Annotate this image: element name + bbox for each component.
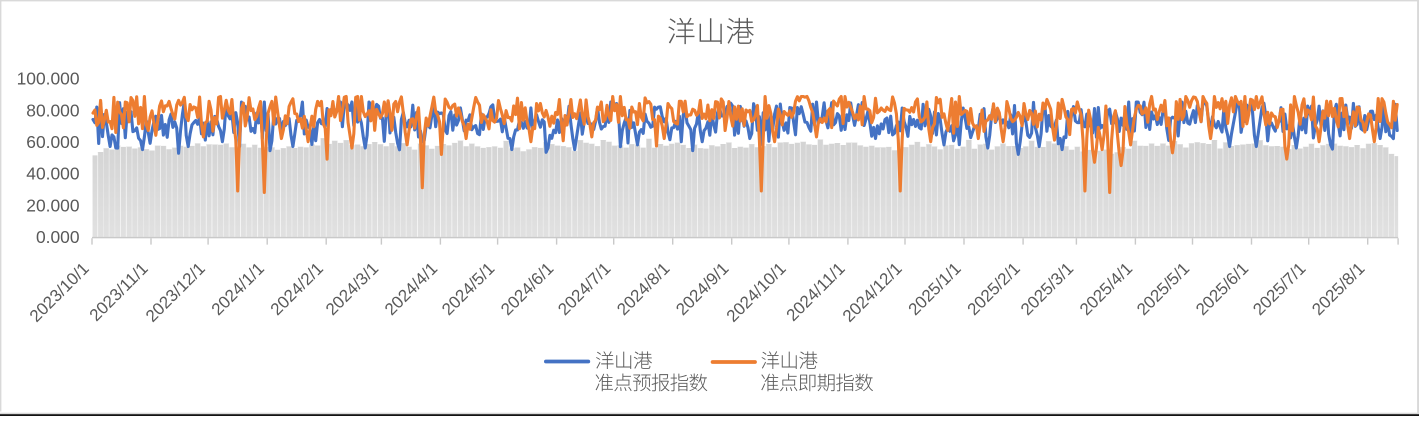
svg-text:80.000: 80.000 [26, 100, 79, 120]
svg-text:60.000: 60.000 [26, 132, 79, 152]
svg-text:0.000: 0.000 [36, 227, 80, 247]
svg-text:100.000: 100.000 [17, 69, 80, 89]
svg-text:40.000: 40.000 [26, 164, 79, 184]
svg-text:20.000: 20.000 [26, 196, 79, 216]
